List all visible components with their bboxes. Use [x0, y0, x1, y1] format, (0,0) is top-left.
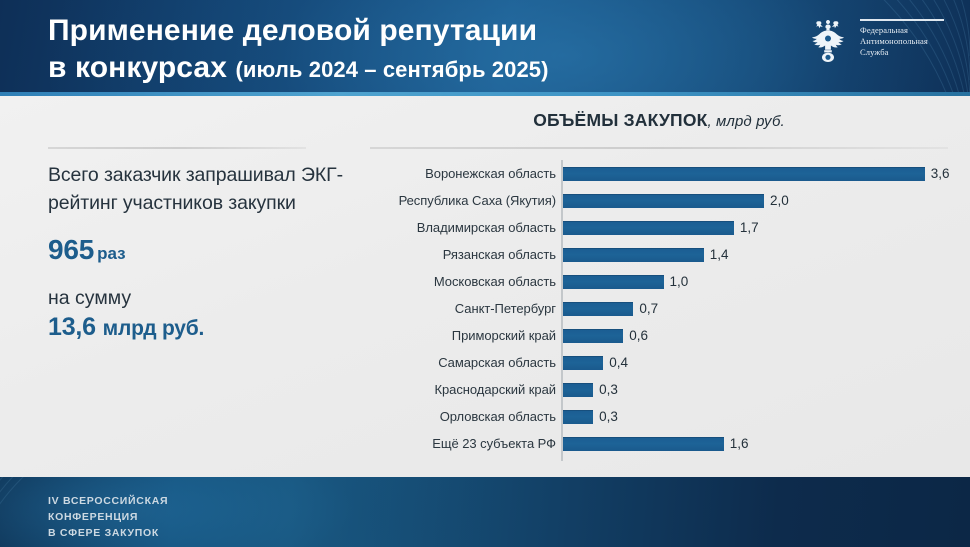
bar-category-label: Республика Саха (Якутия) [398, 193, 556, 208]
bar [563, 382, 594, 397]
slide-header: Применение деловой репутации в конкурсах… [0, 0, 970, 96]
bar-row: Приморский край 0,6 [370, 322, 960, 349]
bar-row: Рязанская область 1,4 [370, 241, 960, 268]
bar-category-label: Санкт-Петербург [454, 301, 556, 316]
bar-category-label: Воронежская область [425, 166, 556, 181]
bar [563, 301, 634, 316]
bar-category-label: Рязанская область [442, 247, 556, 262]
bar-track: 3,6 [563, 160, 960, 187]
sum-label: на сумму [48, 287, 132, 310]
bar [563, 274, 664, 289]
bar-value-label: 0,7 [639, 301, 659, 316]
bar-value-label: 0,6 [629, 328, 649, 343]
bar-row: Республика Саха (Якутия) 2,0 [370, 187, 960, 214]
bar [563, 247, 704, 262]
bar-track: 0,7 [563, 295, 960, 322]
bar-value-label: 1,7 [739, 220, 759, 235]
bar-value-label: 0,3 [599, 409, 618, 424]
bar-category-label: Владимирская область [416, 220, 556, 235]
bar-row: Санкт-Петербург 0,7 [370, 295, 960, 322]
requests-stat: 965 раз [48, 234, 348, 266]
divider-right [370, 147, 948, 149]
bar-track: 0,3 [563, 376, 960, 403]
russian-double-headed-eagle-icon [812, 20, 844, 62]
slide-body: Всего заказчик запрашивал ЭКГ-рейтинг уч… [0, 96, 970, 477]
bar-track: 0,3 [563, 403, 960, 430]
bar [563, 193, 764, 208]
bar-row: Воронежская область 3,6 [370, 160, 960, 187]
bar-value-label: 0,3 [599, 382, 618, 397]
bar-row: Московская область 1,0 [370, 268, 960, 295]
title-line-1: Применение деловой репутации [48, 14, 538, 47]
bar-row: Самарская область 0,4 [370, 349, 960, 376]
sum-amount-unit: млрд руб. [102, 317, 205, 341]
bar-track: 0,4 [563, 349, 960, 376]
bar-category-label: Приморский край [451, 328, 556, 343]
title-line-2-text: в конкурсах [48, 51, 227, 85]
summary-panel: Всего заказчик запрашивал ЭКГ-рейтинг уч… [48, 162, 348, 342]
bar-track: 1,7 [563, 214, 960, 241]
logo-text: Федеральная Антимонопольная Служба [860, 14, 944, 59]
logo-line-1: Федеральная [860, 25, 909, 35]
bar-value-label: 2,0 [770, 193, 789, 208]
bar-row: Орловская область 0,3 [370, 403, 960, 430]
bar-category-label: Орловская область [439, 409, 556, 424]
bar-row: Ещё 23 субъекта РФ 1,6 [370, 430, 960, 457]
bar [563, 220, 734, 235]
bar [563, 166, 925, 181]
bar-track: 1,4 [563, 241, 960, 268]
bar-row: Владимирская область 1,7 [370, 214, 960, 241]
page-title: Применение деловой репутации в конкурсах… [48, 12, 788, 86]
bar-value-label: 3,6 [930, 166, 950, 181]
bar-row: Краснодарский край 0,3 [370, 376, 960, 403]
bar [563, 436, 724, 451]
conference-name: IV ВСЕРОССИЙСКАЯ КОНФЕРЕНЦИЯ В СФЕРЕ ЗАК… [48, 494, 168, 542]
bar-category-label: Московская область [433, 274, 556, 289]
bar [563, 409, 594, 424]
logo-line-3: Служба [860, 47, 889, 58]
fas-logo: Федеральная Антимонопольная Служба [805, 14, 944, 64]
requests-unit: раз [97, 244, 126, 264]
footer-line-1: IV ВСЕРОССИЙСКАЯ [48, 495, 169, 507]
bar [563, 328, 624, 343]
title-line-2: в конкурсах (июль 2024 – сентябрь 2025) [48, 49, 788, 86]
chart-axis-line [561, 160, 563, 461]
bar-category-label: Самарская область [438, 355, 556, 370]
bar-track: 2,0 [563, 187, 960, 214]
logo-line-2: Антимонопольная [860, 36, 928, 47]
bar-track: 1,0 [563, 268, 960, 295]
header-accent-strip [0, 92, 970, 96]
divider-left [48, 147, 306, 149]
bar-value-label: 1,0 [669, 274, 689, 289]
chart-title-main: ОБЪЁМЫ ЗАКУПОК [533, 110, 708, 130]
bar-value-label: 0,4 [609, 355, 628, 370]
bar-value-label: 1,6 [729, 436, 749, 451]
summary-lead-text: Всего заказчик запрашивал ЭКГ-рейтинг уч… [48, 164, 343, 214]
bar [563, 355, 604, 370]
sum-amount: 13,6 млрд руб. [48, 313, 348, 342]
requests-count: 965 [48, 234, 95, 266]
footer-line-2: КОНФЕРЕНЦИЯ [48, 510, 139, 523]
bar-value-label: 1,4 [709, 247, 729, 262]
bar-track: 1,6 [563, 430, 960, 457]
chart-title: ОБЪЁМЫ ЗАКУПОК, млрд руб. [370, 110, 948, 131]
procurement-volumes-bar-chart: Воронежская область 3,6 Республика Саха (Я… [370, 160, 960, 465]
bar-category-label: Ещё 23 субъекта РФ [432, 436, 556, 451]
logo-rule [860, 19, 944, 21]
slide-footer: IV ВСЕРОССИЙСКАЯ КОНФЕРЕНЦИЯ В СФЕРЕ ЗАК… [0, 477, 970, 547]
chart-title-unit: , млрд руб. [707, 113, 785, 130]
bar-category-label: Краснодарский край [434, 382, 556, 397]
footer-line-3: В СФЕРЕ ЗАКУПОК [48, 526, 159, 539]
sum-amount-number: 13,6 [48, 313, 96, 342]
title-period: (июль 2024 – сентябрь 2025) [235, 57, 549, 83]
bar-track: 0,6 [563, 322, 960, 349]
